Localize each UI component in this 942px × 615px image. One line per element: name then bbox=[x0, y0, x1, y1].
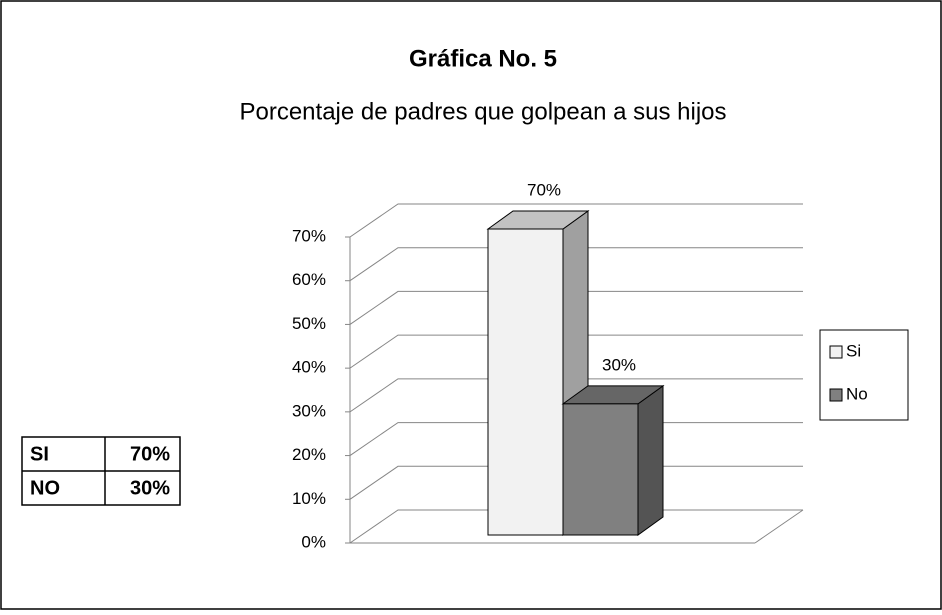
table-cell: 30% bbox=[130, 477, 170, 499]
grid-line bbox=[349, 203, 803, 238]
data-label: 30% bbox=[602, 355, 636, 374]
chart-subtitle: Porcentaje de padres que golpean a sus h… bbox=[239, 98, 726, 125]
grid-line bbox=[349, 247, 803, 282]
grid-line bbox=[349, 422, 803, 456]
bar bbox=[562, 403, 639, 536]
data-label: 70% bbox=[527, 180, 561, 199]
data-table: SI 70% NO 30% bbox=[21, 436, 181, 506]
chart-title: Gráfica No. 5 bbox=[409, 45, 557, 72]
y-tick-label: 50% bbox=[292, 314, 326, 333]
grid-line bbox=[349, 509, 803, 544]
legend-swatch bbox=[829, 388, 843, 402]
bar bbox=[487, 228, 564, 536]
table-cell: SI bbox=[30, 443, 49, 465]
grid-line bbox=[349, 290, 803, 325]
table-cell: NO bbox=[30, 477, 60, 499]
y-tick-label: 30% bbox=[292, 401, 326, 420]
y-tick-label: 0% bbox=[301, 532, 326, 551]
legend-label: No bbox=[846, 384, 868, 403]
grid-line bbox=[349, 378, 803, 413]
y-tick-label: 40% bbox=[292, 358, 326, 377]
grid-line bbox=[349, 465, 803, 500]
legend-box bbox=[819, 329, 909, 421]
floor-line bbox=[754, 509, 804, 544]
legend-label: Si bbox=[846, 341, 861, 360]
y-tick-label: 10% bbox=[292, 489, 326, 508]
legend-swatch bbox=[829, 345, 843, 359]
y-tick-label: 70% bbox=[292, 226, 326, 245]
bar-side bbox=[637, 384, 664, 536]
y-tick-label: 20% bbox=[292, 445, 326, 464]
y-tick-label: 60% bbox=[292, 270, 326, 289]
grid-line bbox=[349, 334, 803, 369]
table-cell: 70% bbox=[130, 443, 170, 465]
